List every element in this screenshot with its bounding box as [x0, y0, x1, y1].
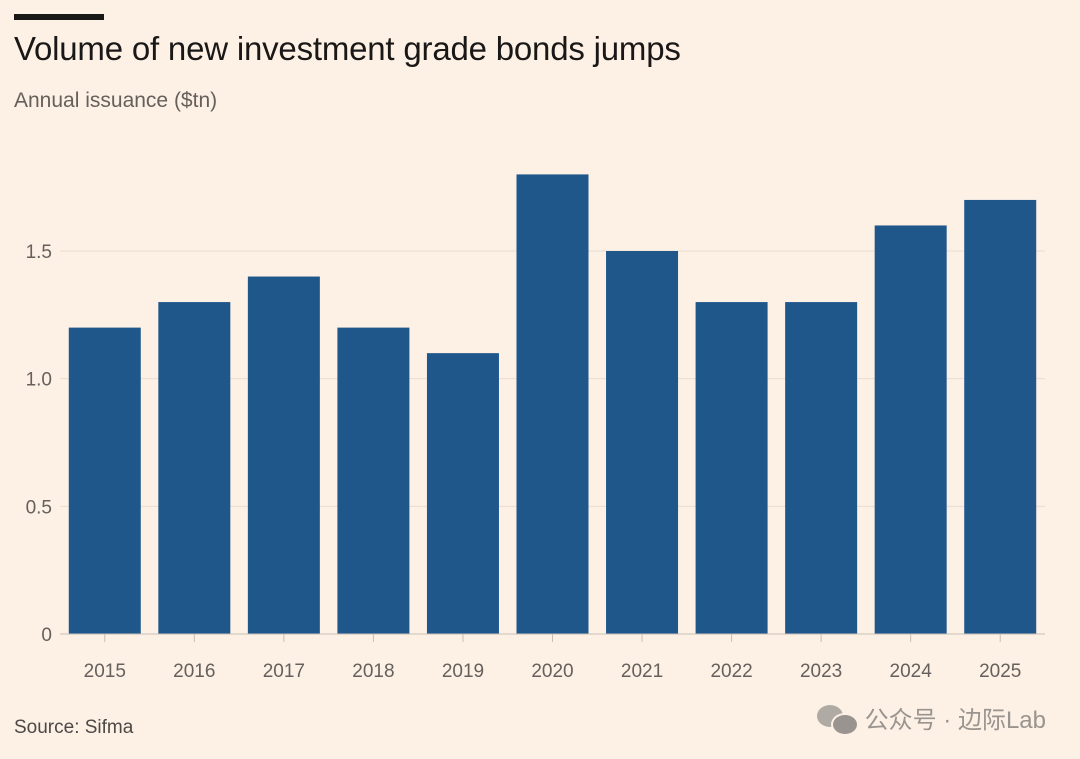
chart-title: Volume of new investment grade bonds jum…	[14, 30, 681, 67]
bar-2019	[426, 353, 499, 634]
title-accent-rule	[14, 14, 104, 20]
y-tick-label: 1.0	[26, 370, 52, 391]
bar-2021	[606, 251, 679, 634]
x-tick-label: 2020	[531, 661, 573, 682]
source-note: Source: Sifma	[14, 717, 134, 738]
bar-2018	[337, 327, 410, 634]
y-tick-label: 0.5	[26, 497, 52, 518]
bar-2015	[68, 327, 141, 634]
x-tick-label: 2018	[352, 661, 394, 682]
bar-2020	[516, 174, 589, 634]
x-tick-label: 2019	[442, 661, 484, 682]
bar-2022	[695, 302, 768, 634]
y-tick-label: 0	[41, 625, 52, 646]
bar-2024	[874, 225, 947, 634]
watermark: 公众号 · 边际Lab	[816, 700, 1046, 736]
y-tick-label: 1.5	[26, 242, 52, 263]
x-tick-label: 2021	[621, 661, 663, 682]
watermark-text: 公众号 · 边际Lab	[864, 707, 1046, 734]
bar-2025	[964, 199, 1037, 634]
x-tick-label: 2016	[173, 661, 215, 682]
x-tick-label: 2022	[710, 661, 752, 682]
x-tick-label: 2025	[979, 661, 1021, 682]
x-tick-label: 2024	[890, 661, 933, 682]
wechat-icon	[816, 703, 859, 736]
x-tick-label: 2023	[800, 661, 842, 682]
chart-subtitle: Annual issuance ($tn)	[14, 89, 218, 112]
bar-2023	[785, 302, 858, 634]
x-tick-label: 2017	[263, 661, 305, 682]
bar-2017	[247, 276, 320, 634]
bar-2016	[158, 302, 231, 634]
x-tick-label: 2015	[84, 661, 126, 682]
